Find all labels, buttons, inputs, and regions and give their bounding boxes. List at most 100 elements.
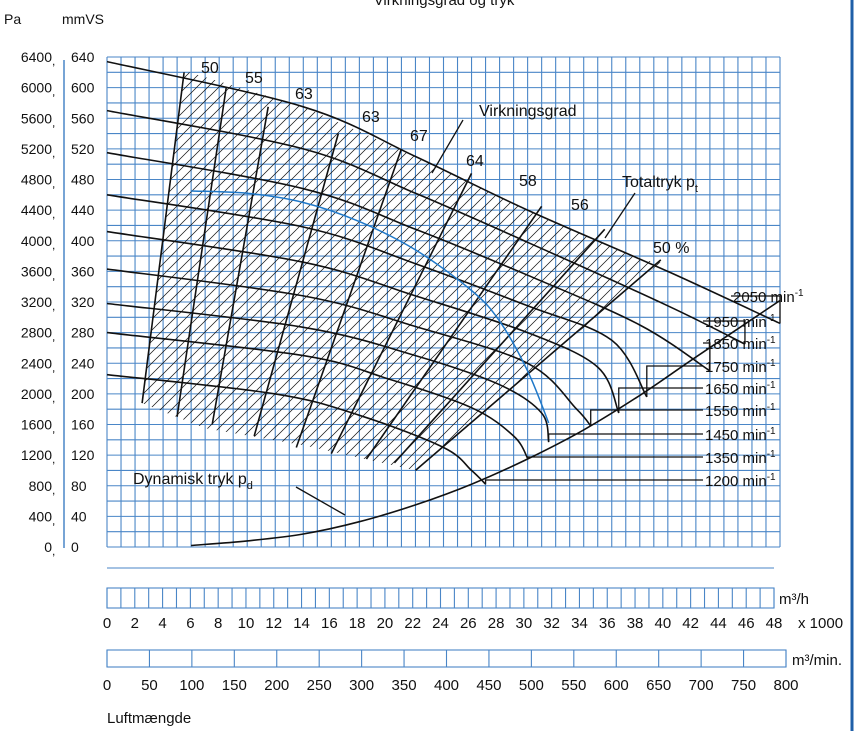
totaltryk-subscript: t bbox=[695, 183, 698, 195]
speed-rpm: 1650 bbox=[705, 381, 743, 398]
efficiency-line bbox=[253, 133, 340, 437]
efficiency-line bbox=[414, 259, 662, 472]
speed-leader bbox=[590, 409, 703, 427]
y-tick-label-mmvs: 560 bbox=[71, 110, 95, 126]
y-tick-comma: , bbox=[52, 330, 55, 344]
hatch-line bbox=[142, 70, 311, 471]
hatch-line bbox=[142, 70, 608, 471]
y-tick-label-pa: 2800 bbox=[21, 325, 52, 341]
hatch-line bbox=[142, 70, 661, 471]
y-axis-label-mmvs: mmVS bbox=[62, 11, 104, 27]
x-tick-label-m3min: 200 bbox=[264, 677, 289, 694]
hatch-line bbox=[788, 40, 857, 640]
x-tick-label-m3min: 300 bbox=[349, 677, 374, 694]
hatch-line bbox=[777, 40, 857, 640]
x-tick-label-m3min: 50 bbox=[141, 677, 158, 694]
hatch-line bbox=[810, 40, 857, 640]
hatch-line bbox=[424, 70, 661, 471]
speed-leader bbox=[731, 295, 781, 324]
x-tick-label-m3min: 650 bbox=[646, 677, 671, 694]
y-tick-label-pa: 1600 bbox=[21, 417, 52, 433]
efficiency-value-label: 67 bbox=[410, 128, 428, 145]
speed-rpm: 1200 bbox=[705, 473, 743, 490]
x-tick-label-m3h: 42 bbox=[682, 615, 699, 632]
x-unit-m3min: m³/min. bbox=[792, 652, 842, 669]
efficiency-value-label: 63 bbox=[362, 109, 380, 126]
x-tick-label-m3h: 30 bbox=[516, 615, 533, 632]
hatch-line bbox=[545, 70, 661, 471]
x-tick-label-m3min: 600 bbox=[604, 677, 629, 694]
speed-leader bbox=[484, 479, 703, 485]
x-tick-label-m3min: 150 bbox=[222, 677, 247, 694]
y-tick-label-mmvs: 80 bbox=[71, 478, 87, 494]
y-tick-label-pa: 4000 bbox=[21, 233, 52, 249]
hatch-line bbox=[142, 70, 443, 471]
x-scale-m3h: 0 2 4 6 8 10 12 14 16 18 20 22 24 26 28 30 32 34 36 38 40 42 4… bbox=[103, 587, 782, 632]
speed-curve bbox=[106, 373, 487, 485]
hatch-line bbox=[142, 70, 344, 471]
x-tick-label-m3h: 6 bbox=[186, 615, 194, 632]
x-tick-label-m3h: 44 bbox=[710, 615, 727, 632]
y-tick-comma: , bbox=[52, 544, 55, 558]
y-tick-label-mmvs: 120 bbox=[71, 447, 95, 463]
y-tick-comma: , bbox=[52, 268, 55, 282]
speed-unit-exponent: -1 bbox=[767, 313, 776, 324]
x-tick-label-m3h: 4 bbox=[158, 615, 166, 632]
y-tick-label-mmvs: 600 bbox=[71, 80, 95, 96]
hatch-line bbox=[142, 70, 278, 471]
hatch-line bbox=[193, 70, 661, 471]
hatch-line bbox=[142, 70, 432, 471]
hatch-line bbox=[413, 70, 661, 471]
x-tick-label-m3min: 100 bbox=[179, 677, 204, 694]
y-tick-label-mmvs: 200 bbox=[71, 386, 95, 402]
speed-label: 1650 min-1 bbox=[705, 380, 776, 398]
x-tick-label-m3h: 12 bbox=[265, 615, 282, 632]
y-tick-comma: , bbox=[52, 513, 55, 527]
speed-leader bbox=[703, 320, 746, 345]
speed-rpm: 1550 bbox=[705, 403, 743, 420]
dynamic-curve-path bbox=[191, 299, 781, 547]
speed-unit-exponent: -1 bbox=[767, 335, 776, 346]
x-tick-label-m3h: 18 bbox=[349, 615, 366, 632]
x-tick-label-m3h: 28 bbox=[488, 615, 505, 632]
efficiency-lines bbox=[141, 72, 662, 472]
efficiency-value-label: 63 bbox=[295, 86, 313, 103]
hatch-line bbox=[215, 70, 661, 471]
hatch-line bbox=[799, 40, 857, 640]
y-tick-label-pa: 5600 bbox=[21, 110, 52, 126]
speed-unit-exponent: -1 bbox=[767, 426, 776, 437]
dynamisk-subscript: d bbox=[247, 480, 253, 492]
y-tick-comma: , bbox=[52, 238, 55, 252]
y-tick-comma: , bbox=[52, 146, 55, 160]
x-tick-label-m3min: 400 bbox=[434, 677, 459, 694]
speed-curve bbox=[106, 302, 550, 443]
efficiency-value-label: 50 bbox=[201, 60, 219, 77]
efficiency-line bbox=[176, 87, 227, 417]
x-tick-label-m3h: 40 bbox=[654, 615, 671, 632]
x-axis-label: Luftmængde bbox=[107, 710, 191, 727]
x-tick-label-m3min: 550 bbox=[561, 677, 586, 694]
speed-leader bbox=[526, 456, 703, 459]
speed-unit: min bbox=[743, 473, 767, 490]
hatch-line bbox=[314, 70, 661, 471]
speed-curve bbox=[106, 60, 781, 325]
speed-unit: min bbox=[743, 314, 767, 331]
y-tick-comma: , bbox=[52, 360, 55, 374]
hatch-line bbox=[142, 70, 388, 471]
speed-label: 1950 min-1 bbox=[705, 313, 776, 331]
speed-label: 1450 min-1 bbox=[705, 426, 776, 444]
hatch-line bbox=[446, 70, 661, 471]
x-tick-label-m3min: 750 bbox=[731, 677, 756, 694]
y-tick-comma: , bbox=[52, 452, 55, 466]
speed-rpm: 1750 bbox=[705, 359, 743, 376]
x-tick-label-m3h: 22 bbox=[404, 615, 421, 632]
y-tick-label-pa: 4400 bbox=[21, 202, 52, 218]
y-tick-label-pa: 2000 bbox=[21, 386, 52, 402]
speed-leader bbox=[618, 387, 703, 414]
speed-unit-exponent: -1 bbox=[767, 402, 776, 413]
hatch-line bbox=[142, 70, 322, 471]
speed-unit: min bbox=[743, 336, 767, 353]
speed-label: 2050 min-1 bbox=[733, 288, 804, 306]
x-tick-label-m3h: 2 bbox=[131, 615, 139, 632]
